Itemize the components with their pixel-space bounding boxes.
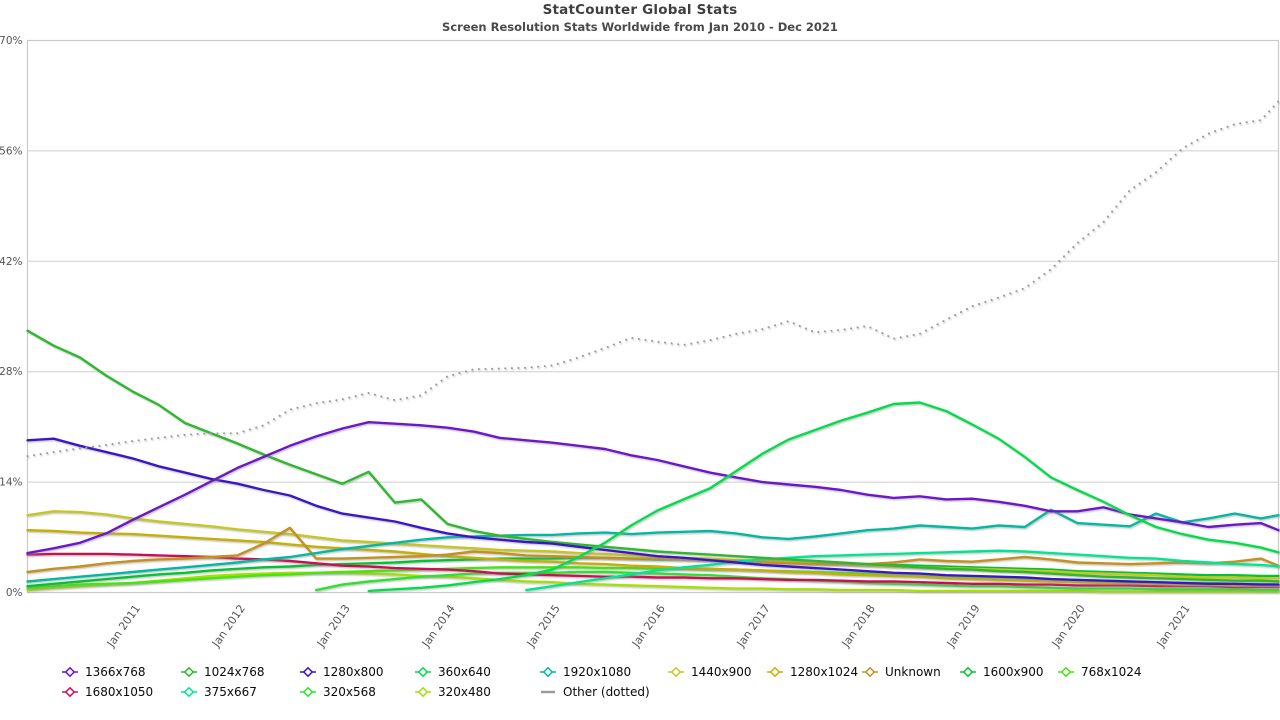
plot-svg: 0% 14% 28% 42% 56% 70% Jan 2011 Jan 2012 Jan 201… bbox=[0, 35, 1280, 650]
legend-item-1920x1080[interactable]: 1920x1080 bbox=[540, 665, 631, 679]
legend-diamond-icon bbox=[767, 666, 783, 678]
legend-item-320x568[interactable]: 320x568 bbox=[300, 685, 376, 699]
series-line-1680x1050 bbox=[26, 552, 1280, 589]
legend-item-Unknown[interactable]: Unknown bbox=[862, 665, 941, 679]
legend-label: 1440x900 bbox=[691, 665, 752, 679]
x-axis-label: Jan 2012 bbox=[209, 602, 248, 650]
y-axis-label: 42% bbox=[0, 256, 23, 268]
legend-label: 1920x1080 bbox=[563, 665, 632, 679]
x-axis-label: Jan 2020 bbox=[1049, 602, 1088, 650]
y-axis-label: 70% bbox=[0, 35, 23, 47]
legend-item-Other[interactable]: Other (dotted) bbox=[540, 685, 650, 699]
series-line-1920x1080 bbox=[26, 508, 1280, 583]
series-line-Unknown bbox=[26, 526, 1280, 574]
x-axis-label: Jan 2016 bbox=[629, 602, 668, 650]
legend-diamond-icon bbox=[62, 666, 78, 678]
legend-diamond-icon bbox=[1058, 666, 1074, 678]
series-line-360x640 bbox=[367, 401, 1280, 593]
legend-label: 375x667 bbox=[204, 685, 257, 699]
legend-diamond-icon bbox=[960, 666, 976, 678]
legend-item-768x1024[interactable]: 768x1024 bbox=[1058, 665, 1142, 679]
legend-item-1600x900[interactable]: 1600x900 bbox=[960, 665, 1044, 679]
series-line-1280x800 bbox=[26, 437, 1280, 586]
x-axis-label: Jan 2011 bbox=[104, 602, 143, 650]
legend-item-1280x1024[interactable]: 1280x1024 bbox=[767, 665, 858, 679]
x-axis-label: Jan 2017 bbox=[734, 602, 773, 650]
y-axis-label: 56% bbox=[0, 145, 23, 157]
page-title: StatCounter Global Stats bbox=[542, 2, 738, 18]
legend-label: 1600x900 bbox=[983, 665, 1044, 679]
series-line-375x667 bbox=[525, 549, 1280, 592]
page-subtitle: Screen Resolution Stats Worldwide from J… bbox=[442, 20, 838, 34]
x-axis-label: Jan 2015 bbox=[524, 602, 563, 650]
legend-item-320x480[interactable]: 320x480 bbox=[415, 685, 491, 699]
legend-label: 1280x800 bbox=[323, 665, 384, 679]
legend-item-1024x768[interactable]: 1024x768 bbox=[181, 665, 265, 679]
legend-label: 1024x768 bbox=[204, 665, 265, 679]
plot-border bbox=[26, 39, 1280, 594]
legend-label: 768x1024 bbox=[1081, 665, 1142, 679]
legend-label: 1366x768 bbox=[85, 665, 146, 679]
legend-diamond-icon bbox=[181, 666, 197, 678]
legend-item-1440x900[interactable]: 1440x900 bbox=[668, 665, 752, 679]
legend-diamond-icon bbox=[540, 666, 556, 678]
legend-item-360x640[interactable]: 360x640 bbox=[415, 665, 491, 679]
y-axis-label: 0% bbox=[6, 587, 23, 599]
legend-diamond-icon bbox=[415, 686, 431, 698]
series-line-Other bbox=[26, 100, 1280, 458]
legend-diamond-icon bbox=[62, 686, 78, 698]
legend-label: 1680x1050 bbox=[85, 685, 154, 699]
legend-label: 320x568 bbox=[323, 685, 376, 699]
legend-item-1680x1050[interactable]: 1680x1050 bbox=[62, 685, 153, 699]
series-line-1024x768 bbox=[26, 329, 1280, 583]
x-axis-label: Jan 2018 bbox=[839, 602, 878, 650]
legend-label: 320x480 bbox=[438, 685, 491, 699]
series-line-1280x1024 bbox=[26, 529, 1280, 587]
series-line-320x480 bbox=[26, 571, 1280, 593]
legend-diamond-icon bbox=[862, 666, 878, 678]
x-axis-label: Jan 2021 bbox=[1154, 602, 1193, 650]
legend-label: 1280x1024 bbox=[790, 665, 859, 679]
legend-diamond-icon bbox=[415, 666, 431, 678]
x-axis-label: Jan 2014 bbox=[419, 602, 458, 650]
legend-dash-icon bbox=[541, 690, 555, 694]
legend-item-1366x768[interactable]: 1366x768 bbox=[62, 665, 146, 679]
y-axis-label: 28% bbox=[0, 366, 23, 378]
series-line-1366x768 bbox=[26, 421, 1280, 555]
legend-label: Unknown bbox=[885, 665, 941, 679]
legend-diamond-icon bbox=[181, 686, 197, 698]
x-axis-label: Jan 2019 bbox=[944, 602, 983, 650]
y-axis-label: 14% bbox=[0, 477, 23, 489]
legend-label: Other (dotted) bbox=[563, 685, 650, 699]
legend-diamond-icon bbox=[300, 686, 316, 698]
legend-diamond-icon bbox=[300, 666, 316, 678]
legend-diamond-icon bbox=[668, 666, 684, 678]
legend-item-1280x800[interactable]: 1280x800 bbox=[300, 665, 384, 679]
legend-item-375x667[interactable]: 375x667 bbox=[181, 685, 257, 699]
x-axis-label: Jan 2013 bbox=[314, 602, 353, 650]
legend-label: 360x640 bbox=[438, 665, 491, 679]
